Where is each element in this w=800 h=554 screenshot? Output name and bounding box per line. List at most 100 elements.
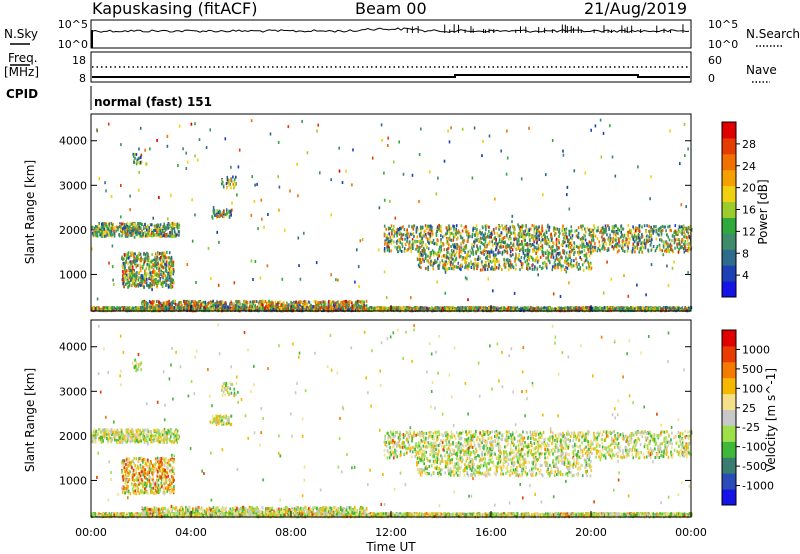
data-cell <box>156 228 158 231</box>
data-cell <box>127 273 129 276</box>
data-cell <box>301 301 303 304</box>
data-cell <box>175 223 177 226</box>
data-cell <box>605 243 607 246</box>
data-cell <box>280 304 282 307</box>
data-cell <box>112 233 114 236</box>
data-cell <box>586 306 588 309</box>
data-cell <box>597 229 599 232</box>
data-cell <box>260 300 262 303</box>
data-cell <box>127 261 129 264</box>
data-cell <box>667 225 669 228</box>
data-cell <box>169 231 171 234</box>
data-cell <box>641 226 643 229</box>
data-cell <box>144 258 146 261</box>
data-cell <box>279 300 281 303</box>
data-cell <box>169 275 171 278</box>
data-cell <box>499 240 501 243</box>
data-cell <box>230 303 232 306</box>
data-cell <box>162 266 164 269</box>
data-cell <box>624 243 626 246</box>
data-cell <box>98 224 100 227</box>
data-cell <box>137 222 139 225</box>
data-cell <box>178 230 180 233</box>
data-cell <box>148 233 150 236</box>
data-cell <box>293 304 295 307</box>
data-cell <box>268 306 270 309</box>
cpid-panel: CPID normal (fast) 151 <box>6 86 212 110</box>
data-cell <box>92 226 94 229</box>
data-cell <box>440 234 442 237</box>
data-cell <box>461 242 463 245</box>
data-cell <box>202 303 204 306</box>
data-cell <box>142 258 144 261</box>
data-cell <box>108 233 110 236</box>
data-cell <box>170 285 172 288</box>
nsky-trace <box>92 28 689 32</box>
data-cell <box>140 253 142 256</box>
data-cell <box>314 300 316 303</box>
data-cell <box>130 275 132 278</box>
data-cell <box>138 279 140 282</box>
data-cell <box>249 305 251 308</box>
data-cell <box>662 308 664 311</box>
nsky-spikes <box>92 24 683 48</box>
data-cell <box>276 303 278 306</box>
data-cell <box>685 227 687 230</box>
data-cell <box>149 226 151 229</box>
nsearch-label: N.Search <box>746 27 800 41</box>
data-cell <box>500 307 502 310</box>
data-cell <box>130 252 132 255</box>
data-cell <box>404 306 406 309</box>
data-cell <box>540 241 542 244</box>
data-cell <box>144 223 146 226</box>
data-cell <box>173 268 175 271</box>
data-cell <box>627 308 629 311</box>
freq-unit-label: [MHz] <box>4 65 39 79</box>
data-cell <box>125 283 127 286</box>
data-cell <box>314 305 316 308</box>
data-cell <box>140 231 142 234</box>
data-cell <box>111 222 113 225</box>
data-cell <box>168 227 170 230</box>
nsky-left-tick-top: 10^5 <box>58 18 88 31</box>
data-cell <box>508 306 510 309</box>
data-cell <box>263 301 265 304</box>
data-cell <box>164 306 166 309</box>
data-cell <box>113 307 115 310</box>
data-cell <box>592 307 594 310</box>
data-cell <box>123 231 125 234</box>
data-cell <box>141 231 143 234</box>
data-cell <box>138 228 140 231</box>
data-cell <box>283 301 285 304</box>
data-cell <box>161 283 163 286</box>
data-cell <box>145 253 147 256</box>
data-cell <box>376 308 378 311</box>
data-cell <box>162 308 164 311</box>
data-cell <box>151 229 153 232</box>
data-cell <box>285 304 287 307</box>
data-cell <box>634 250 636 253</box>
data-cell <box>585 239 587 242</box>
data-cell <box>130 279 132 282</box>
data-cell <box>131 223 133 226</box>
data-cell <box>116 226 118 229</box>
data-cell <box>142 233 144 236</box>
data-cell <box>526 307 528 310</box>
data-cell <box>156 274 158 277</box>
data-cell <box>140 267 142 270</box>
data-cell <box>239 300 241 303</box>
data-cell <box>494 306 496 309</box>
data-cell <box>651 241 653 244</box>
data-cell <box>150 265 152 268</box>
data-cell <box>163 234 165 237</box>
data-cell <box>446 308 448 311</box>
data-cell <box>153 280 155 283</box>
data-cell <box>334 305 336 308</box>
data-cell <box>101 223 103 226</box>
data-cell <box>560 307 562 310</box>
y-tick-label: 3000 <box>59 179 87 192</box>
data-cell <box>472 307 474 310</box>
data-cell <box>156 300 158 303</box>
data-cell <box>216 305 218 308</box>
data-cell <box>135 228 137 231</box>
